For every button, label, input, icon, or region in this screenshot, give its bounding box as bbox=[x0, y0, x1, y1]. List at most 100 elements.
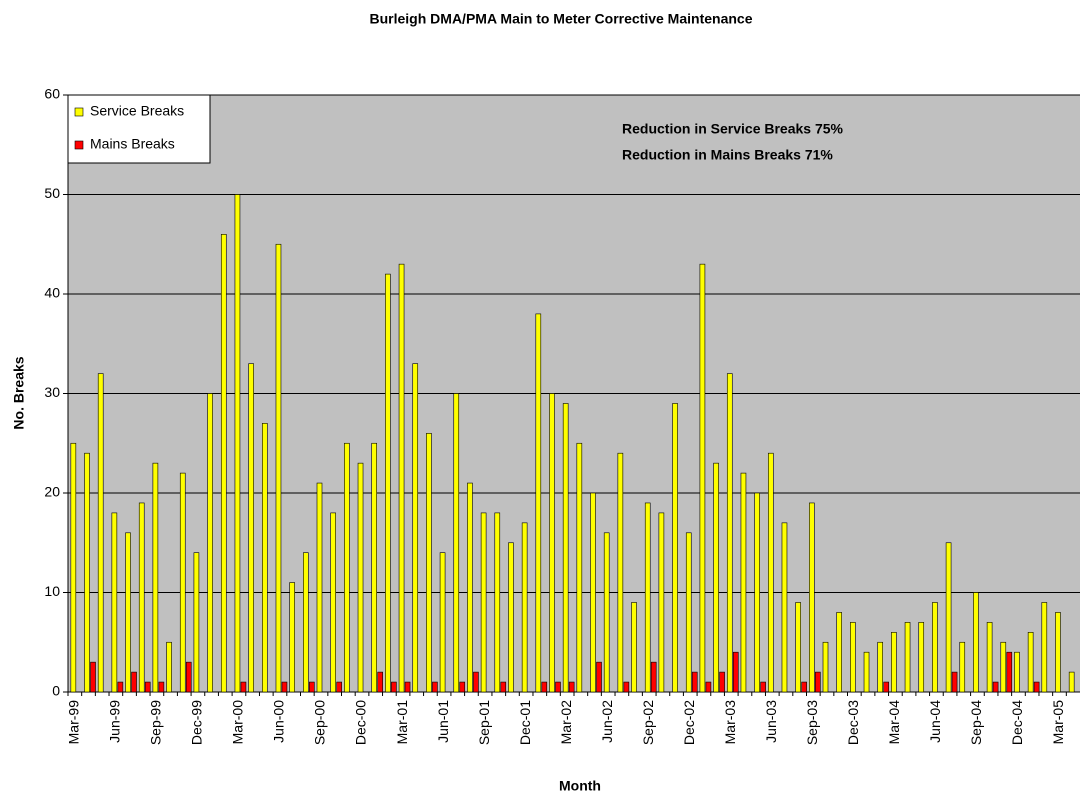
bar bbox=[658, 512, 665, 693]
x-tick-label: Sep-99 bbox=[148, 700, 164, 745]
bar bbox=[459, 681, 466, 693]
bar bbox=[877, 641, 884, 693]
legend-swatch bbox=[74, 107, 84, 117]
bar bbox=[357, 462, 364, 693]
bar bbox=[391, 681, 397, 693]
bar bbox=[125, 532, 131, 693]
y-tick-label: 30 bbox=[44, 384, 60, 400]
annotation: Reduction in Mains Breaks 71% bbox=[622, 147, 833, 163]
bar bbox=[398, 263, 405, 693]
bar bbox=[90, 661, 96, 693]
bar bbox=[754, 492, 760, 693]
bar bbox=[377, 671, 384, 693]
x-tick-label: Jun-00 bbox=[271, 700, 287, 743]
bar bbox=[371, 442, 378, 693]
x-tick-label: Mar-00 bbox=[230, 700, 246, 745]
x-tick-label: Sep-02 bbox=[640, 700, 656, 745]
bar bbox=[508, 542, 514, 693]
bar bbox=[521, 522, 528, 693]
bar bbox=[1068, 671, 1075, 693]
bar bbox=[453, 393, 460, 693]
bar bbox=[809, 502, 815, 693]
bar bbox=[672, 403, 678, 693]
x-tick-label: Mar-05 bbox=[1050, 700, 1066, 745]
bar bbox=[1000, 641, 1007, 693]
bar bbox=[111, 512, 118, 693]
y-tick-label: 10 bbox=[44, 583, 60, 599]
legend bbox=[67, 94, 211, 164]
bar bbox=[760, 681, 766, 693]
x-tick-label: Jun-99 bbox=[107, 700, 123, 743]
bar bbox=[822, 641, 829, 693]
bar bbox=[344, 442, 350, 693]
bar bbox=[973, 592, 979, 693]
bar bbox=[740, 472, 747, 693]
bar bbox=[426, 432, 432, 693]
bar bbox=[316, 482, 323, 693]
bar bbox=[623, 681, 630, 693]
legend-label: Mains Breaks bbox=[90, 136, 175, 152]
bar bbox=[932, 602, 938, 693]
bar bbox=[193, 552, 200, 693]
bar bbox=[992, 681, 999, 693]
bar bbox=[945, 542, 952, 693]
bar bbox=[650, 661, 657, 693]
bar bbox=[986, 622, 993, 693]
bar bbox=[240, 681, 247, 693]
bar bbox=[713, 462, 719, 693]
bar bbox=[480, 512, 487, 693]
y-tick-label: 0 bbox=[52, 683, 60, 699]
x-tick-label: Sep-03 bbox=[804, 700, 820, 745]
chart-title: Burleigh DMA/PMA Main to Meter Correctiv… bbox=[370, 11, 753, 27]
bar bbox=[248, 363, 254, 693]
bar bbox=[549, 393, 555, 693]
bar bbox=[84, 452, 90, 693]
bar bbox=[234, 194, 241, 693]
x-tick-label: Dec-02 bbox=[681, 700, 697, 745]
bar bbox=[568, 681, 575, 693]
x-tick-label: Jun-03 bbox=[763, 700, 779, 743]
bar bbox=[891, 631, 897, 693]
bar bbox=[795, 602, 801, 693]
bar bbox=[951, 671, 958, 693]
bar bbox=[70, 442, 77, 693]
y-tick-label: 60 bbox=[44, 86, 60, 102]
bar bbox=[555, 681, 561, 693]
bar bbox=[117, 681, 124, 693]
bar bbox=[494, 512, 501, 693]
bar bbox=[590, 492, 596, 693]
x-tick-label: Jun-02 bbox=[599, 700, 615, 743]
bar bbox=[836, 612, 842, 693]
bar bbox=[330, 512, 336, 693]
bar bbox=[1014, 651, 1020, 693]
bar bbox=[691, 671, 698, 693]
bar bbox=[303, 552, 309, 693]
y-tick-label: 20 bbox=[44, 484, 60, 500]
bar bbox=[863, 651, 870, 693]
x-tick-label: Jun-01 bbox=[435, 700, 451, 743]
bar bbox=[767, 452, 774, 693]
bar bbox=[815, 671, 821, 693]
bar bbox=[185, 661, 192, 693]
bar bbox=[883, 681, 890, 693]
bar bbox=[801, 681, 807, 693]
bar bbox=[541, 681, 548, 693]
bar bbox=[1027, 631, 1034, 693]
bar bbox=[781, 522, 788, 693]
bar bbox=[432, 681, 438, 693]
bar bbox=[281, 681, 288, 693]
bar bbox=[631, 602, 637, 693]
bar bbox=[562, 403, 569, 693]
bar bbox=[179, 472, 186, 693]
bar bbox=[959, 641, 966, 693]
bar bbox=[918, 622, 925, 693]
legend-swatch bbox=[74, 140, 84, 150]
bar bbox=[336, 681, 342, 693]
bar bbox=[138, 502, 145, 693]
x-axis-label: Month bbox=[559, 778, 601, 794]
x-tick-label: Dec-03 bbox=[845, 700, 861, 745]
bar bbox=[275, 243, 282, 693]
x-tick-label: Dec-01 bbox=[517, 700, 533, 745]
bar bbox=[699, 263, 706, 693]
